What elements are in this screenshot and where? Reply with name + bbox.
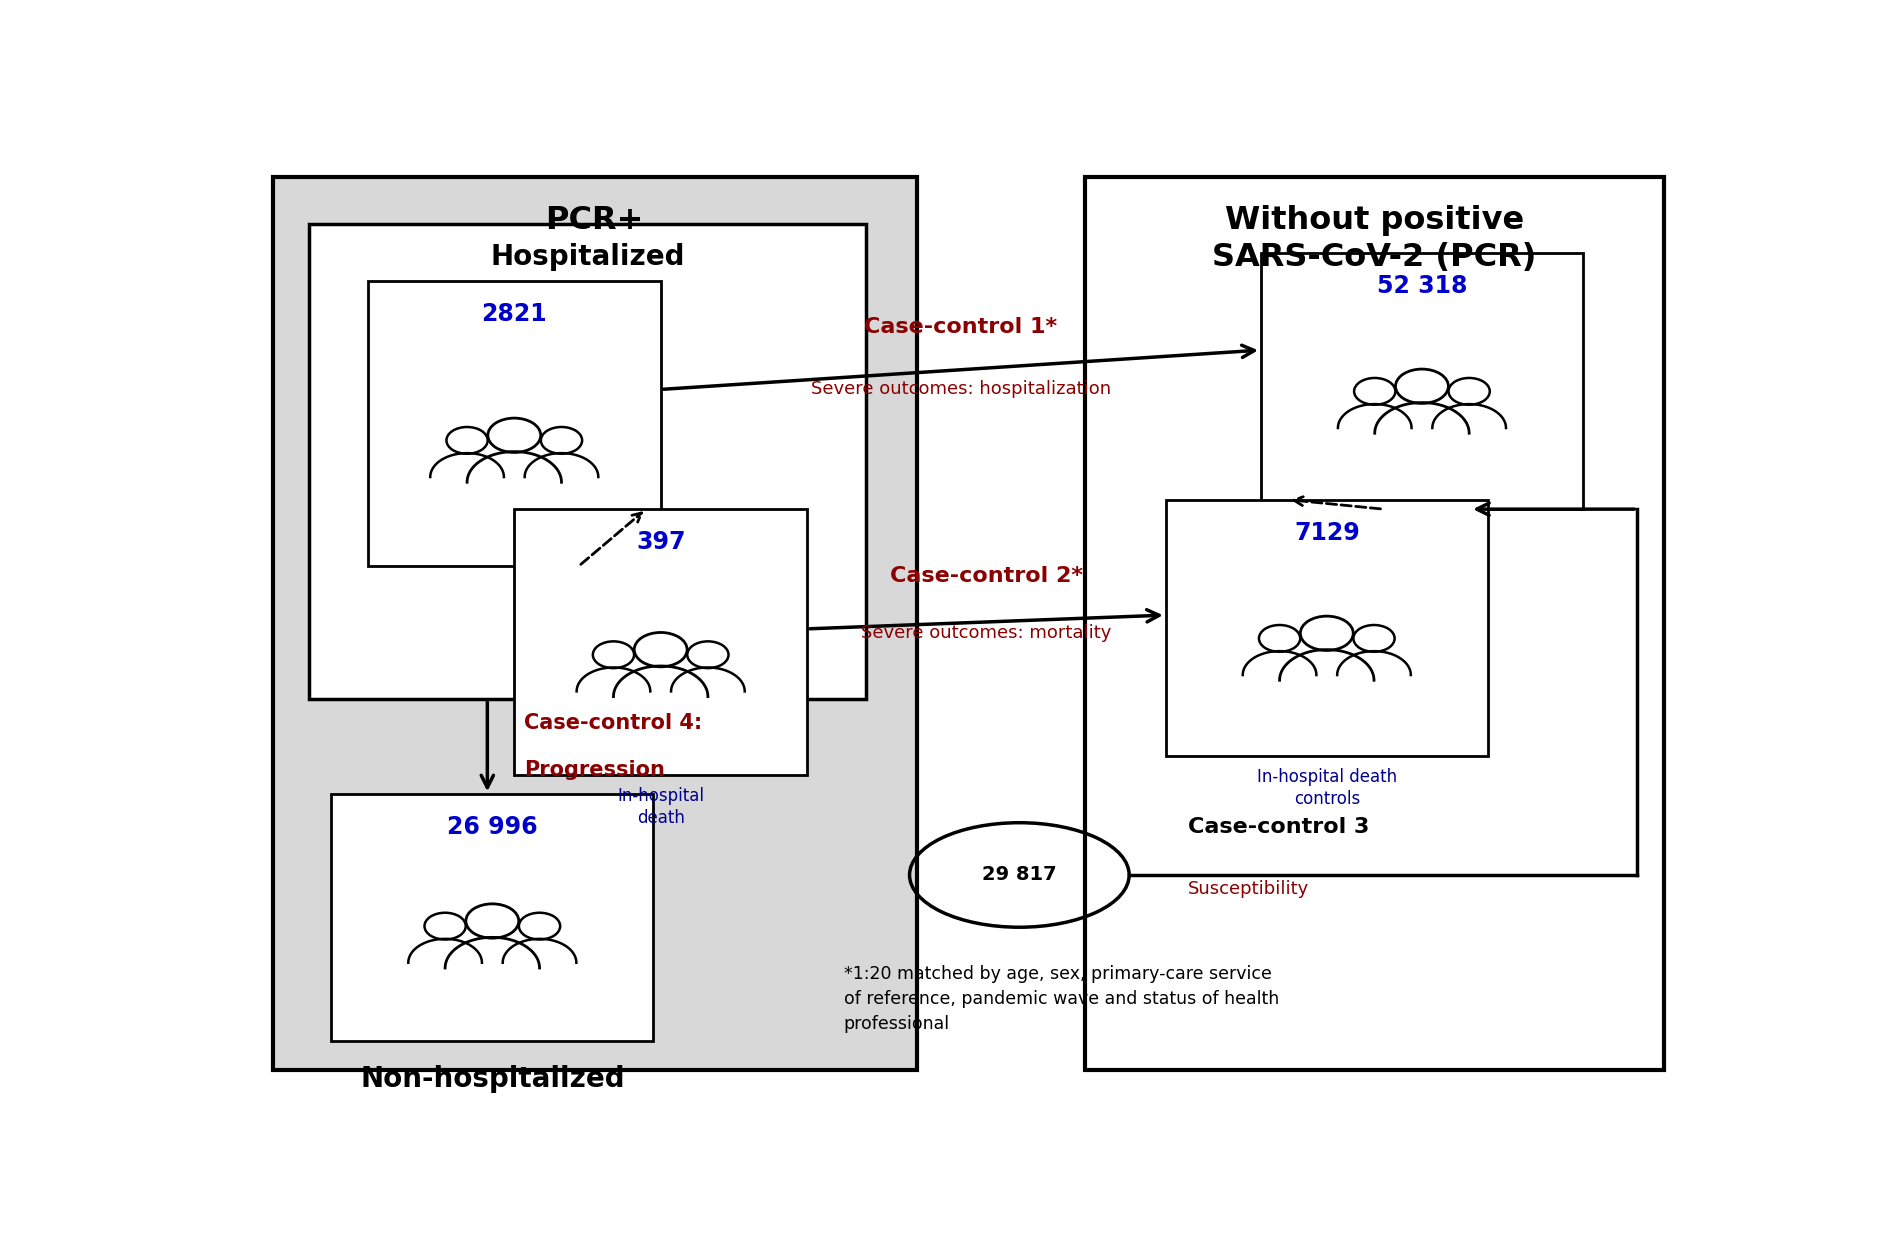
FancyBboxPatch shape — [514, 510, 807, 775]
Text: Hospitalized: Hospitalized — [491, 243, 684, 271]
Text: 29 817: 29 817 — [982, 865, 1056, 885]
Text: Non-hospitalized: Non-hospitalized — [361, 1065, 625, 1093]
Text: *1:20 matched by age, sex, primary-care service
of reference, pandemic wave and : *1:20 matched by age, sex, primary-care … — [844, 965, 1279, 1033]
Text: Case-control 1*: Case-control 1* — [865, 317, 1058, 337]
Text: 52 318: 52 318 — [1377, 274, 1468, 297]
Text: 26 996: 26 996 — [448, 816, 538, 839]
FancyBboxPatch shape — [272, 176, 916, 1070]
FancyBboxPatch shape — [331, 795, 654, 1041]
FancyBboxPatch shape — [1086, 176, 1664, 1070]
FancyBboxPatch shape — [1166, 500, 1489, 756]
Text: 397: 397 — [637, 531, 686, 554]
Text: Case-control 3: Case-control 3 — [1188, 817, 1370, 837]
Text: 2821: 2821 — [482, 302, 548, 326]
FancyBboxPatch shape — [1262, 253, 1583, 510]
Text: Case-control 2*: Case-control 2* — [890, 566, 1082, 586]
Text: 7129: 7129 — [1294, 521, 1360, 544]
Text: Without positive
SARS-CoV-2 (PCR): Without positive SARS-CoV-2 (PCR) — [1213, 205, 1536, 273]
Text: Severe outcomes: mortality: Severe outcomes: mortality — [861, 624, 1111, 642]
Text: Case-control 4:: Case-control 4: — [523, 713, 703, 733]
Text: Progression: Progression — [523, 760, 665, 780]
Text: PCR+: PCR+ — [546, 205, 644, 236]
FancyBboxPatch shape — [368, 281, 661, 566]
Text: Severe outcomes: hospitalization: Severe outcomes: hospitalization — [810, 380, 1111, 397]
Text: In-hospital
death: In-hospital death — [618, 786, 705, 827]
FancyBboxPatch shape — [310, 225, 865, 700]
Text: Susceptibility: Susceptibility — [1188, 880, 1309, 897]
Text: In-hospital death
controls: In-hospital death controls — [1256, 768, 1396, 808]
